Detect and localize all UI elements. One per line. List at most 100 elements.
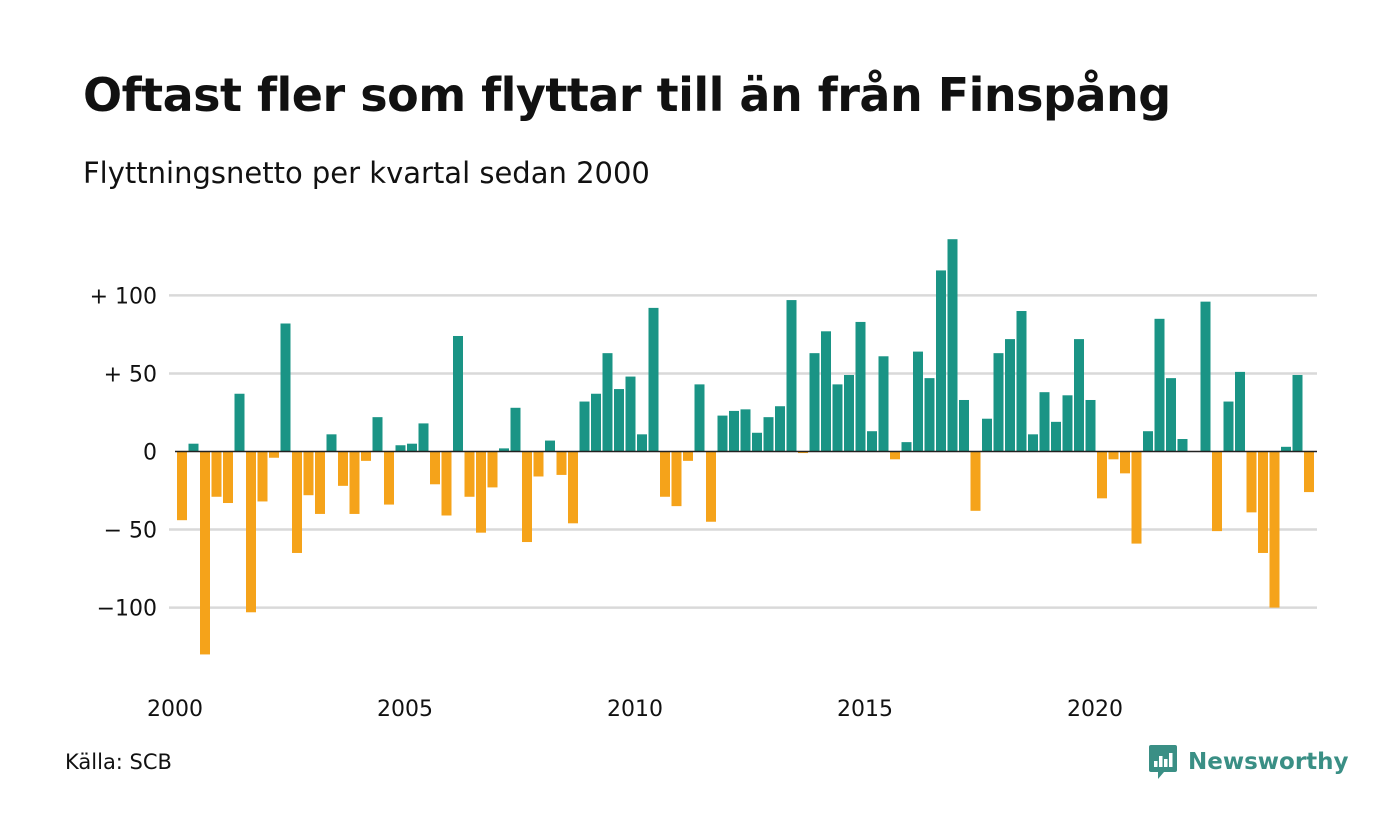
bar xyxy=(855,321,866,452)
bar xyxy=(901,442,912,452)
bar xyxy=(1177,439,1188,452)
x-tick-label: 2010 xyxy=(607,697,663,722)
x-tick-label: 2000 xyxy=(147,697,203,722)
bar xyxy=(315,451,325,514)
chart-title: Oftast fler som flyttar till än från Fin… xyxy=(83,68,1171,122)
x-tick-label: 2005 xyxy=(377,697,433,722)
axes: + 100 + 50 0 − 50 −100 2000 2005 2010 2015 2020 xyxy=(90,284,1317,722)
bar xyxy=(1258,451,1268,553)
bar xyxy=(188,443,199,452)
bar xyxy=(545,440,555,452)
bar xyxy=(579,401,590,452)
x-tick-label: 2015 xyxy=(837,697,893,722)
bar xyxy=(1281,446,1291,452)
bar xyxy=(660,451,670,497)
y-tick-label: − 50 xyxy=(104,519,157,544)
y-tick-label: + 100 xyxy=(90,284,157,309)
bar xyxy=(936,270,946,452)
y-tick-label: + 50 xyxy=(104,362,157,387)
bar xyxy=(280,323,291,452)
bar xyxy=(763,417,774,452)
bar xyxy=(683,451,693,461)
bar xyxy=(717,415,728,452)
bar xyxy=(430,451,440,485)
bar xyxy=(1016,311,1027,452)
bar xyxy=(1269,451,1280,608)
bar xyxy=(533,451,544,477)
bar xyxy=(1200,301,1211,452)
bar xyxy=(1154,318,1165,452)
bar xyxy=(522,451,532,543)
bar xyxy=(648,307,659,452)
bar xyxy=(1062,395,1073,452)
bar xyxy=(591,393,601,452)
bar xyxy=(671,451,682,507)
bar xyxy=(372,417,383,452)
bar xyxy=(602,353,613,452)
bar xyxy=(1051,421,1061,452)
bar xyxy=(223,451,233,504)
bar xyxy=(1005,339,1015,452)
bar xyxy=(924,378,935,452)
bar xyxy=(832,384,843,452)
bar xyxy=(1143,431,1153,452)
brand-name: Newsworthy xyxy=(1188,749,1349,775)
newsworthy-logo-icon xyxy=(1149,745,1177,779)
bar xyxy=(970,451,981,511)
bar xyxy=(407,443,417,452)
bar xyxy=(418,423,429,452)
bar xyxy=(786,300,797,452)
chart-subtitle: Flyttningsnetto per kvartal sedan 2000 xyxy=(83,156,650,190)
bar xyxy=(1212,451,1222,532)
bar xyxy=(568,451,578,524)
bar xyxy=(1223,401,1234,452)
bar xyxy=(706,451,716,522)
bar xyxy=(556,451,567,475)
bar xyxy=(211,451,222,497)
bar xyxy=(246,451,256,613)
bar xyxy=(1097,451,1107,499)
bar xyxy=(1028,434,1038,452)
bar xyxy=(177,451,187,521)
bar xyxy=(384,451,394,505)
bar xyxy=(257,451,268,502)
bar xyxy=(637,434,647,452)
bar xyxy=(361,451,371,461)
bar xyxy=(867,431,877,452)
bar xyxy=(338,451,348,486)
y-tick-label: −100 xyxy=(97,597,157,622)
bar xyxy=(1074,339,1084,452)
bar xyxy=(1131,451,1142,544)
bar xyxy=(1246,451,1257,513)
bar xyxy=(464,451,475,497)
bar xyxy=(1292,375,1303,452)
bar xyxy=(487,451,498,488)
bar xyxy=(614,389,624,452)
bar xyxy=(499,448,509,452)
bar xyxy=(878,356,889,452)
bar xyxy=(809,353,820,452)
bar xyxy=(234,393,245,452)
x-tick-label: 2020 xyxy=(1067,697,1123,722)
bar xyxy=(200,451,210,655)
bar xyxy=(890,451,900,460)
bar xyxy=(441,451,452,516)
bar xyxy=(453,335,463,452)
y-tick-label: 0 xyxy=(143,441,157,466)
bar xyxy=(752,432,762,452)
bar xyxy=(947,239,958,452)
bar xyxy=(798,451,808,454)
bar xyxy=(1235,371,1245,452)
bar xyxy=(775,406,785,452)
bar xyxy=(1108,451,1119,460)
bar xyxy=(303,451,314,496)
bar xyxy=(1120,451,1130,474)
bar xyxy=(510,407,521,452)
bar xyxy=(993,353,1004,452)
bar xyxy=(1039,392,1050,452)
bar xyxy=(395,445,406,452)
bar xyxy=(269,451,279,458)
bar xyxy=(625,376,636,452)
bar xyxy=(1304,451,1314,493)
